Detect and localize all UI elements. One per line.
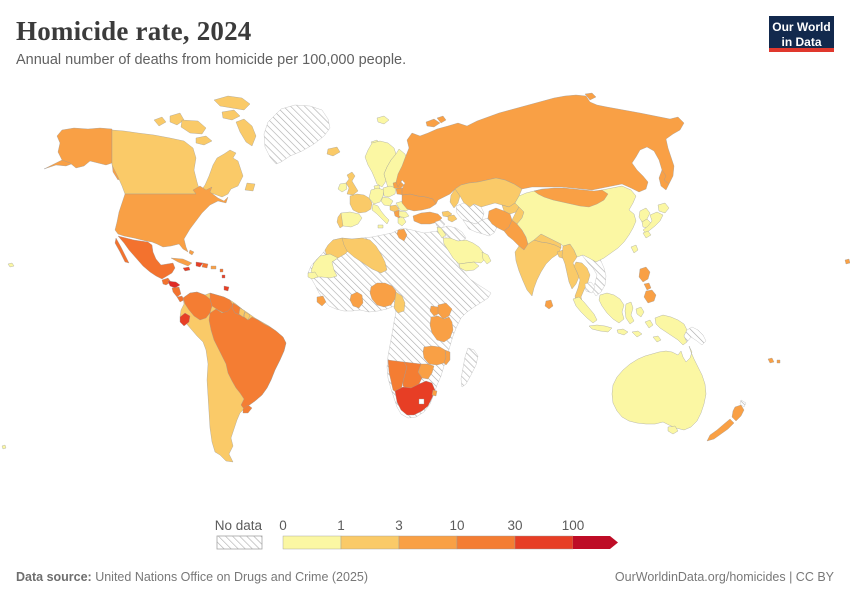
svg-text:1: 1 [337, 518, 345, 533]
svg-text:100: 100 [562, 518, 585, 533]
svg-text:3: 3 [395, 518, 403, 533]
svg-text:No data: No data [215, 518, 263, 533]
svg-text:30: 30 [507, 518, 522, 533]
svg-text:0: 0 [279, 518, 287, 533]
svg-text:10: 10 [449, 518, 464, 533]
